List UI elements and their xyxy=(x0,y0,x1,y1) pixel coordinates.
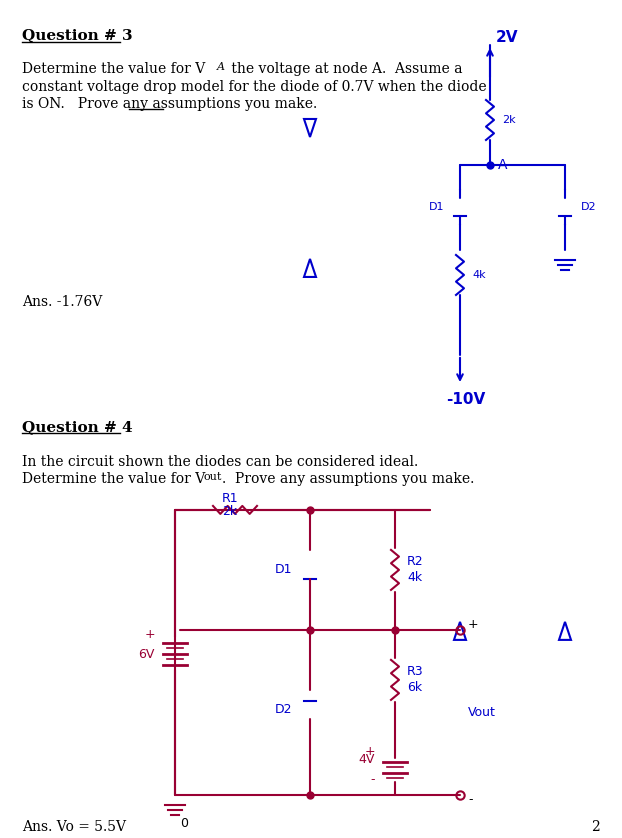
Text: +: + xyxy=(468,618,478,631)
Text: constant voltage drop model for the diode of 0.7V when the diode: constant voltage drop model for the diod… xyxy=(22,80,486,94)
Text: 0: 0 xyxy=(180,817,188,830)
Text: 4V: 4V xyxy=(359,753,375,767)
Text: -10V: -10V xyxy=(447,392,486,407)
Text: -: - xyxy=(371,773,375,786)
Text: 2k: 2k xyxy=(223,505,238,518)
Text: D2: D2 xyxy=(274,703,292,716)
Text: Ans. -1.76V: Ans. -1.76V xyxy=(22,295,102,309)
Text: +: + xyxy=(364,745,375,758)
Text: Vout: Vout xyxy=(468,706,496,719)
Text: R3: R3 xyxy=(407,665,424,679)
Text: Determine the value for V: Determine the value for V xyxy=(22,62,205,76)
Text: Question # 4: Question # 4 xyxy=(22,420,132,434)
Text: 2: 2 xyxy=(592,820,600,834)
Text: Determine the value for V: Determine the value for V xyxy=(22,472,205,486)
Text: 2V: 2V xyxy=(496,30,519,45)
Text: .  Prove any assumptions you make.: . Prove any assumptions you make. xyxy=(222,472,475,486)
Text: 4k: 4k xyxy=(472,270,486,280)
Text: is ON.   Prove any assumptions you make.: is ON. Prove any assumptions you make. xyxy=(22,97,317,111)
Text: +: + xyxy=(144,628,155,641)
Text: the voltage at node A.  Assume a: the voltage at node A. Assume a xyxy=(227,62,463,76)
Text: R2: R2 xyxy=(407,556,424,568)
Text: In the circuit shown the diodes can be considered ideal.: In the circuit shown the diodes can be c… xyxy=(22,455,418,469)
Text: Ans. Vo = 5.5V: Ans. Vo = 5.5V xyxy=(22,820,126,834)
Text: A: A xyxy=(217,62,225,72)
Text: out: out xyxy=(204,472,223,482)
Text: -: - xyxy=(468,794,473,806)
Text: A: A xyxy=(498,158,508,172)
Text: D1: D1 xyxy=(429,202,444,212)
Text: 4k: 4k xyxy=(407,572,422,584)
Text: 2k: 2k xyxy=(502,115,516,125)
Text: 6k: 6k xyxy=(407,681,422,695)
Text: D2: D2 xyxy=(581,202,596,212)
Text: R1: R1 xyxy=(221,492,238,505)
Text: Question # 3: Question # 3 xyxy=(22,28,132,42)
Text: D1: D1 xyxy=(274,563,292,577)
Text: 6V: 6V xyxy=(139,649,155,661)
